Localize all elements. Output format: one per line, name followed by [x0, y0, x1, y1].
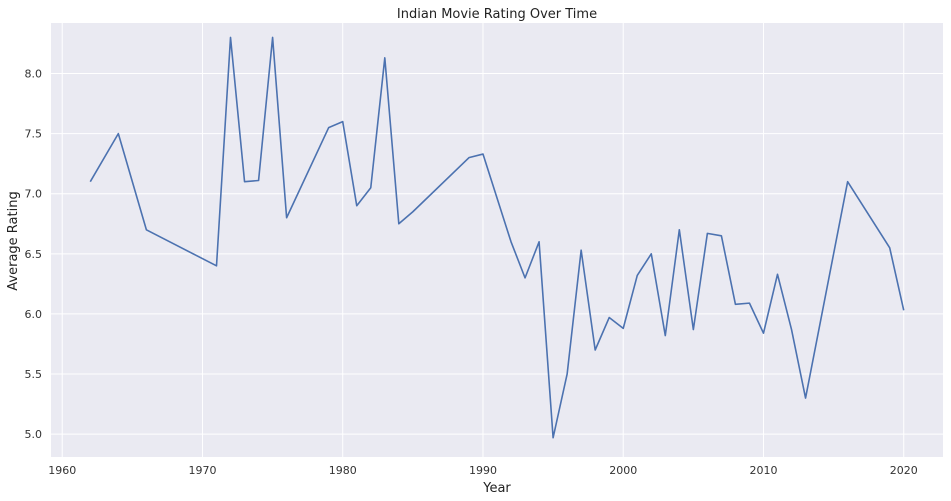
- y-tick-label: 5.0: [25, 428, 43, 441]
- grid-lines: [51, 23, 943, 457]
- y-tick-label: 6.5: [25, 248, 43, 261]
- y-axis-label: Average Rating: [6, 191, 21, 290]
- y-tick-label: 8.0: [25, 67, 43, 80]
- x-tick-label: 2010: [749, 464, 777, 477]
- x-tick-label: 1970: [188, 464, 216, 477]
- y-tick-label: 7.0: [25, 188, 43, 201]
- x-tick-label: 2000: [609, 464, 637, 477]
- chart-title: Indian Movie Rating Over Time: [397, 7, 597, 22]
- x-tick-label: 1990: [469, 464, 497, 477]
- x-axis-ticks: 1960 1970 1980 1990 2000 2010 2020: [48, 464, 918, 477]
- series-line: [89, 36, 905, 439]
- x-tick-label: 1980: [329, 464, 357, 477]
- plot-area: [51, 23, 943, 457]
- x-tick-label: 1960: [48, 464, 76, 477]
- y-tick-label: 6.0: [25, 308, 43, 321]
- x-tick-label: 2020: [890, 464, 918, 477]
- y-tick-label: 7.5: [25, 128, 43, 141]
- x-axis-label: Year: [482, 481, 511, 496]
- y-axis-ticks: 5.0 5.5 6.0 6.5 7.0 7.5 8.0: [25, 67, 43, 441]
- y-tick-label: 5.5: [25, 368, 43, 381]
